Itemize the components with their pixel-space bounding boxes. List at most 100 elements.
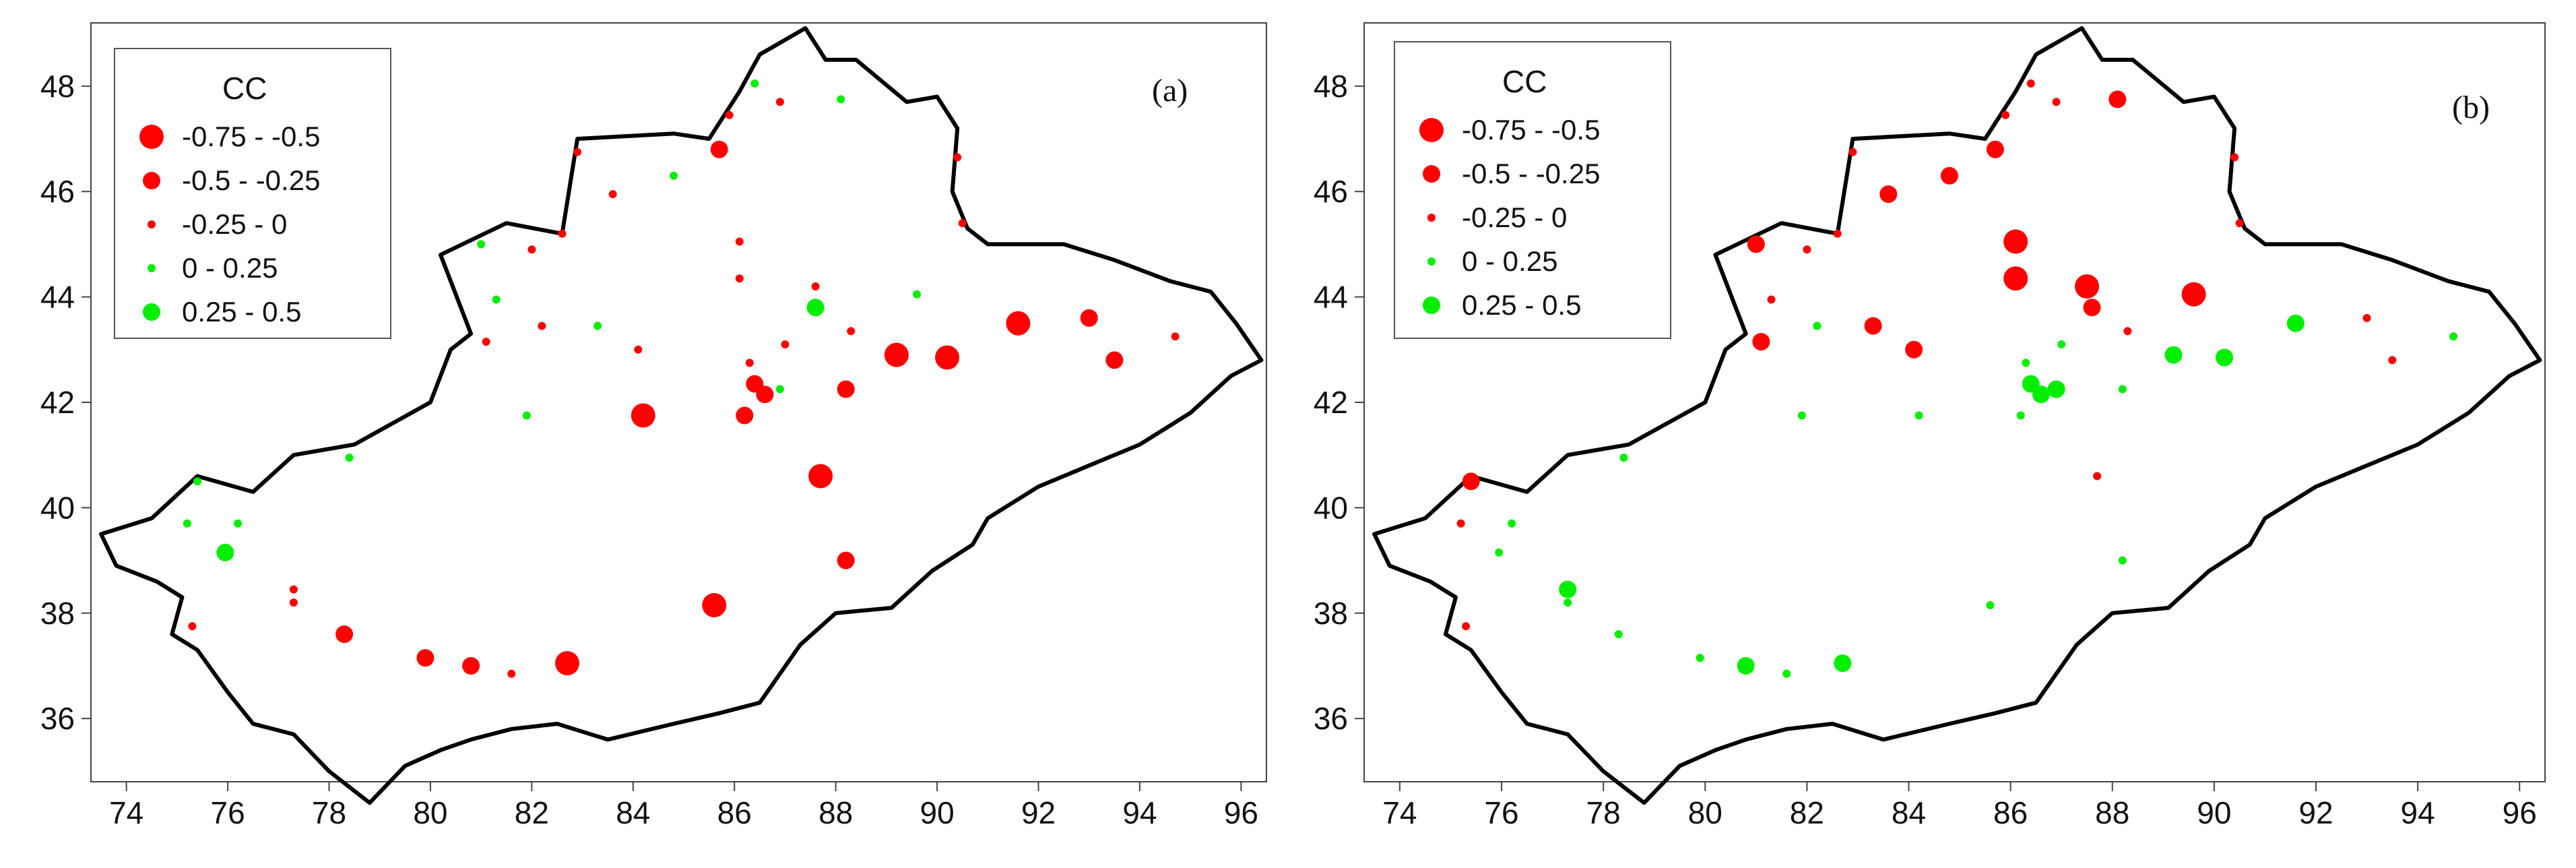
station-marker [482,338,490,346]
station-marker [1905,340,1923,359]
station-marker [2052,98,2061,106]
legend-class-label: 0 - 0.25 [182,252,278,284]
panel-label: (a) [1152,73,1188,108]
station-marker [725,111,734,119]
station-marker [1564,598,1572,607]
station-marker [593,321,602,330]
station-marker [2108,90,2127,108]
y-tick-label: 38 [40,596,75,631]
x-tick-label: 78 [1586,795,1621,830]
station-marker [1006,311,1031,336]
station-marker [735,274,744,283]
station-marker [2003,229,2028,254]
station-marker [736,406,754,425]
station-marker [538,321,546,330]
station-marker [1767,295,1776,304]
station-marker [2026,79,2035,88]
station-marker [335,625,354,644]
station-marker [847,327,856,336]
station-marker [634,345,643,354]
station-marker [2235,219,2244,228]
station-marker [1797,411,1806,420]
legend-class-label: -0.25 - 0 [182,208,287,240]
station-marker [1834,654,1852,673]
station-marker [702,593,727,617]
legend-symbol [1423,165,1440,183]
y-tick-label: 48 [1314,69,1348,104]
x-tick-label: 74 [1382,795,1417,830]
station-marker [216,543,234,561]
station-marker [806,299,825,317]
station-marker [1462,622,1471,631]
station-marker [1508,519,1516,528]
legend-title: CC [222,71,267,106]
station-marker [750,79,759,88]
station-marker [2362,313,2371,322]
station-marker [527,245,536,254]
station-marker [775,385,784,394]
station-marker [1986,601,1995,609]
station-marker [837,551,855,569]
legend-symbol [1427,214,1436,222]
legend-symbol [1419,118,1444,142]
station-marker [345,454,354,462]
station-marker [913,290,921,299]
station-marker [289,598,298,607]
legend-box [114,48,391,339]
x-tick-label: 80 [413,795,447,830]
legend-class-label: 0.25 - 0.5 [1462,289,1581,321]
station-marker [1833,229,1842,238]
station-marker [1171,332,1180,341]
x-tick-label: 94 [1122,795,1157,830]
station-marker [462,657,480,675]
station-marker [631,403,655,428]
station-marker [1747,235,1765,253]
station-marker [2388,356,2397,365]
y-tick-label: 44 [40,280,75,315]
legend-box [1394,41,1671,339]
x-tick-label: 92 [1021,795,1056,830]
region-boundary [1372,26,2542,805]
x-tick-label: 94 [2401,795,2435,830]
station-marker [193,477,201,486]
legend-class-label: -0.75 - -0.5 [182,121,320,152]
station-marker [781,340,790,348]
station-marker [2016,411,2025,420]
legend-symbol [1427,257,1436,266]
station-marker [558,229,567,238]
station-marker [1456,519,1465,528]
x-tick-label: 90 [2197,795,2231,830]
station-marker [1782,669,1791,678]
station-marker [2230,153,2239,162]
x-tick-label: 96 [2503,795,2537,830]
y-tick-label: 42 [40,385,75,420]
station-marker [183,519,191,528]
station-marker [710,140,728,158]
station-marker [953,153,962,162]
x-tick-label: 96 [1224,795,1258,830]
x-tick-label: 76 [1484,795,1518,830]
station-marker [2118,385,2127,394]
legend-class-label: -0.5 - -0.25 [182,164,320,196]
x-tick-label: 74 [109,795,143,830]
y-tick-label: 44 [1314,280,1348,315]
station-marker [808,464,833,489]
station-marker [756,385,774,404]
station-marker [2123,327,2132,336]
station-marker [507,669,516,678]
legend-class-label: 0.25 - 0.5 [182,296,301,328]
legend-symbol [148,220,156,228]
station-marker [608,190,617,199]
station-marker [573,148,582,156]
station-marker [2181,282,2206,307]
station-marker [522,411,531,420]
station-marker [1080,309,1098,327]
x-tick-label: 82 [1790,795,1824,830]
legend-class-label: 0 - 0.25 [1462,245,1557,277]
legend-class-label: -0.75 - -0.5 [1462,114,1600,146]
station-marker [1848,148,1857,156]
station-marker [2047,380,2065,398]
station-marker [1614,630,1623,639]
y-tick-label: 38 [1314,596,1348,631]
station-marker [555,651,579,676]
